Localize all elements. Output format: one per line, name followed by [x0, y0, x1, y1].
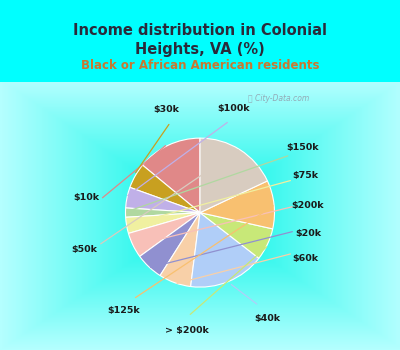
Text: $125k: $125k [108, 307, 140, 315]
Text: $40k: $40k [254, 314, 280, 323]
Wedge shape [191, 212, 259, 287]
Wedge shape [130, 165, 200, 212]
Text: $50k: $50k [72, 245, 98, 254]
Text: $200k: $200k [292, 201, 324, 210]
Text: $10k: $10k [74, 193, 100, 202]
Wedge shape [126, 212, 200, 233]
Wedge shape [128, 212, 200, 257]
Text: $75k: $75k [293, 171, 319, 180]
Text: $100k: $100k [217, 104, 250, 113]
Wedge shape [140, 212, 200, 275]
Wedge shape [200, 181, 274, 229]
Text: ⓘ City-Data.com: ⓘ City-Data.com [248, 93, 309, 103]
Text: $150k: $150k [286, 142, 319, 152]
Text: $30k: $30k [154, 105, 180, 114]
Text: $20k: $20k [295, 229, 321, 238]
Text: Income distribution in Colonial
Heights, VA (%): Income distribution in Colonial Heights,… [73, 23, 327, 57]
Wedge shape [142, 138, 200, 212]
Wedge shape [160, 212, 200, 287]
Text: $60k: $60k [293, 254, 319, 263]
Text: > $200k: > $200k [165, 326, 208, 335]
Wedge shape [200, 212, 273, 258]
Wedge shape [126, 208, 200, 217]
Wedge shape [126, 187, 200, 212]
Wedge shape [200, 138, 268, 212]
Text: Black or African American residents: Black or African American residents [81, 60, 319, 72]
